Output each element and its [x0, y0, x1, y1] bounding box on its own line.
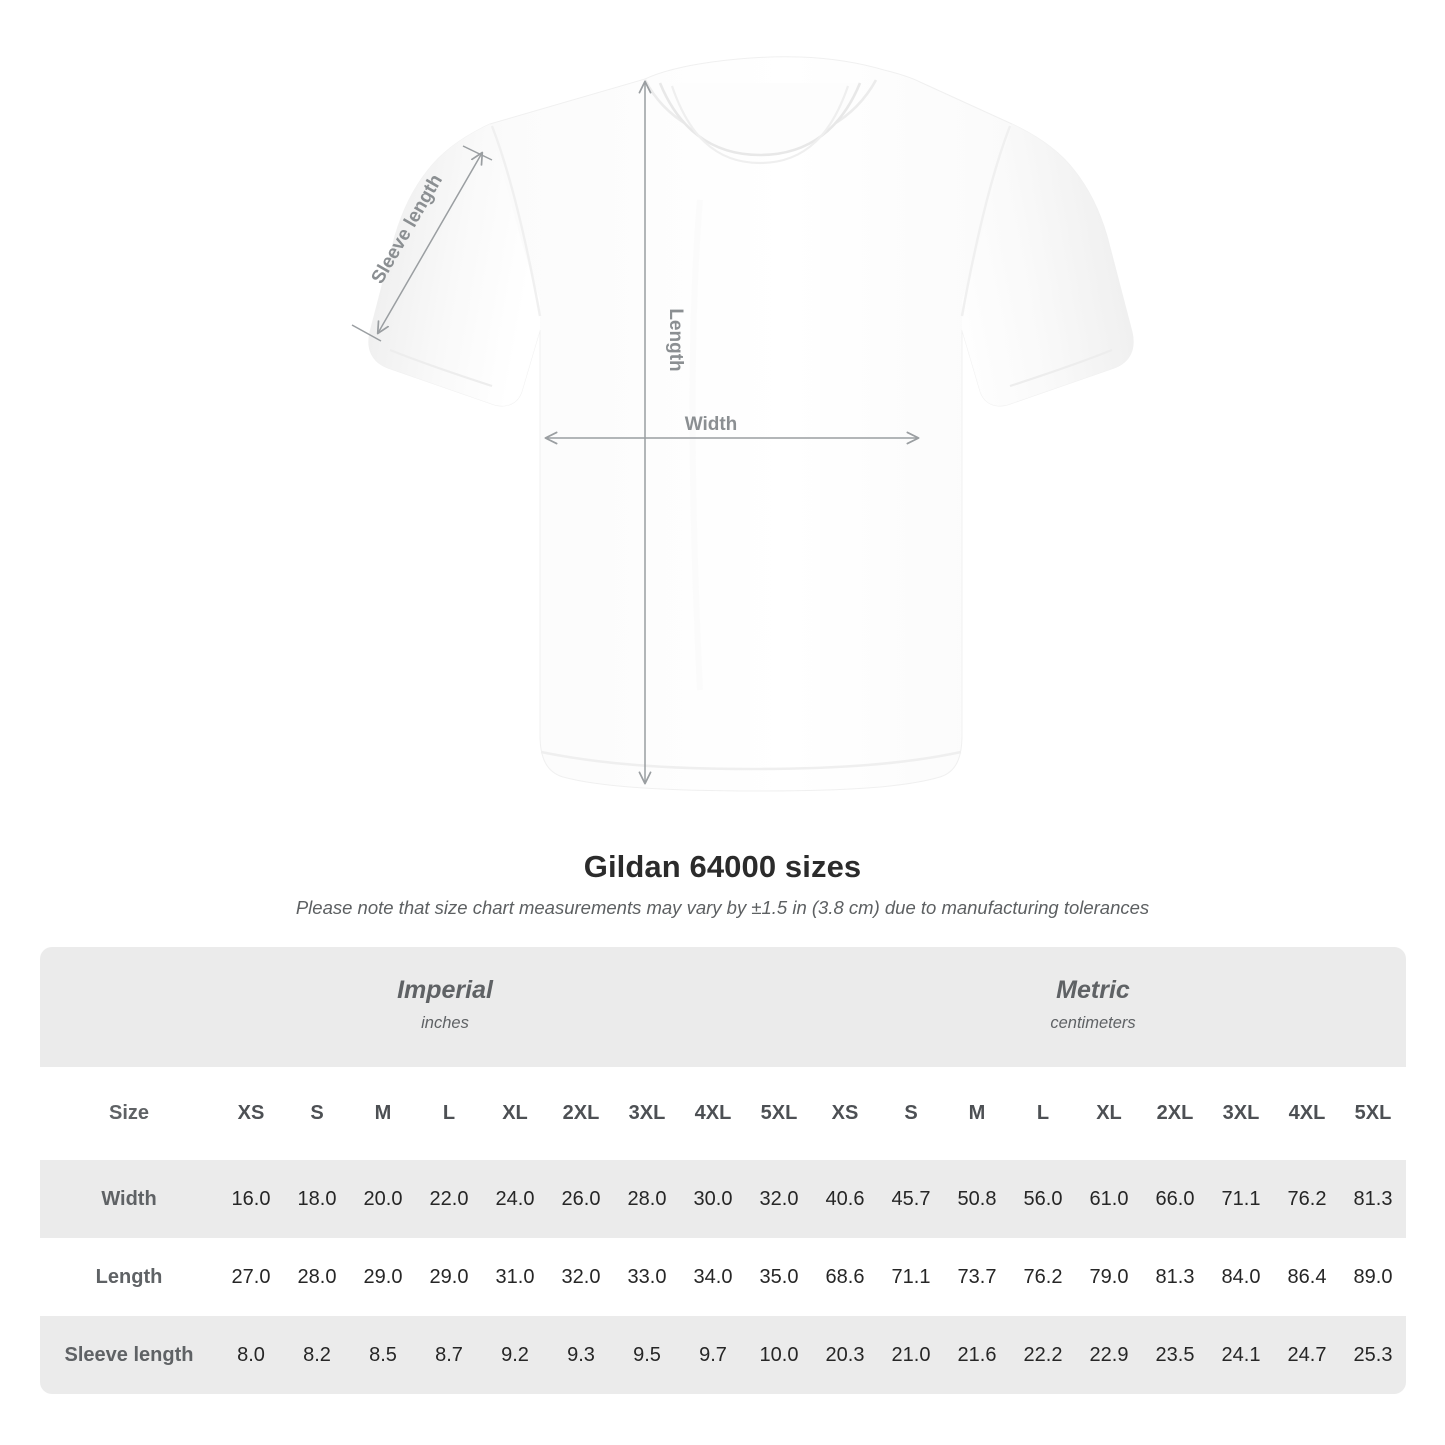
cell-length-imperial-xl: 31.0 — [482, 1238, 548, 1316]
row-label-length: Length — [40, 1238, 218, 1316]
row-label-width: Width — [40, 1160, 218, 1238]
cell-sleeve-imperial-5xl: 10.0 — [746, 1316, 812, 1394]
cell-sleeve-imperial-3xl: 9.5 — [614, 1316, 680, 1394]
cell-sleeve-metric-2xl: 23.5 — [1142, 1316, 1208, 1394]
cell-width-metric-3xl: 71.1 — [1208, 1160, 1274, 1238]
tshirt-diagram: Length Width Sleeve length — [351, 56, 1134, 792]
cell-length-metric-s: 71.1 — [878, 1238, 944, 1316]
col-header-imperial-5xl: 5XL — [746, 1067, 812, 1160]
col-header-imperial-2xl: 2XL — [548, 1067, 614, 1160]
cell-sleeve-metric-s: 21.0 — [878, 1316, 944, 1394]
row-label-sleeve-length: Sleeve length — [40, 1316, 218, 1394]
cell-sleeve-imperial-2xl: 9.3 — [548, 1316, 614, 1394]
table-row: Sleeve length 8.0 8.2 8.5 8.7 9.2 9.3 9.… — [40, 1316, 1406, 1394]
unit-group-metric: Metric centimeters — [963, 976, 1223, 1033]
cell-length-imperial-m: 29.0 — [350, 1238, 416, 1316]
col-header-imperial-l: L — [416, 1067, 482, 1160]
cell-width-metric-4xl: 76.2 — [1274, 1160, 1340, 1238]
cell-sleeve-imperial-l: 8.7 — [416, 1316, 482, 1394]
col-header-imperial-xl: XL — [482, 1067, 548, 1160]
cell-width-imperial-xl: 24.0 — [482, 1160, 548, 1238]
cell-width-imperial-xs: 16.0 — [218, 1160, 284, 1238]
page-title: Gildan 64000 sizes — [583, 849, 862, 884]
col-header-metric-xl: XL — [1076, 1067, 1142, 1160]
cell-length-metric-xl: 79.0 — [1076, 1238, 1142, 1316]
cell-width-imperial-5xl: 32.0 — [746, 1160, 812, 1238]
cell-sleeve-metric-l: 22.2 — [1010, 1316, 1076, 1394]
cell-length-imperial-4xl: 34.0 — [680, 1238, 746, 1316]
cell-length-imperial-s: 28.0 — [284, 1238, 350, 1316]
cell-length-metric-l: 76.2 — [1010, 1238, 1076, 1316]
tolerance-note: Please note that size chart measurements… — [295, 897, 1150, 918]
cell-length-imperial-l: 29.0 — [416, 1238, 482, 1316]
size-chart-table: Imperial inches Metric centimeters Size — [40, 947, 1406, 1394]
unit-system-band: Imperial inches Metric centimeters — [40, 947, 1406, 1067]
cell-width-metric-s: 45.7 — [878, 1160, 944, 1238]
cell-width-imperial-s: 18.0 — [284, 1160, 350, 1238]
cell-sleeve-metric-xs: 20.3 — [812, 1316, 878, 1394]
table-row: Length 27.0 28.0 29.0 29.0 31.0 32.0 33.… — [40, 1238, 1406, 1316]
cell-sleeve-metric-5xl: 25.3 — [1340, 1316, 1406, 1394]
row-header-size: Size — [40, 1067, 218, 1160]
cell-length-imperial-xs: 27.0 — [218, 1238, 284, 1316]
cell-sleeve-imperial-xl: 9.2 — [482, 1316, 548, 1394]
col-header-metric-3xl: 3XL — [1208, 1067, 1274, 1160]
unit-name-imperial: Imperial — [397, 976, 493, 1004]
cell-length-imperial-3xl: 33.0 — [614, 1238, 680, 1316]
cell-length-metric-4xl: 86.4 — [1274, 1238, 1340, 1316]
cell-width-imperial-l: 22.0 — [416, 1160, 482, 1238]
unit-sub-imperial: inches — [421, 1013, 469, 1032]
cell-width-metric-5xl: 81.3 — [1340, 1160, 1406, 1238]
col-header-metric-m: M — [944, 1067, 1010, 1160]
width-measurement: Width — [546, 414, 918, 438]
cell-sleeve-imperial-s: 8.2 — [284, 1316, 350, 1394]
cell-width-imperial-4xl: 30.0 — [680, 1160, 746, 1238]
cell-length-metric-3xl: 84.0 — [1208, 1238, 1274, 1316]
cell-width-metric-xs: 40.6 — [812, 1160, 878, 1238]
cell-sleeve-metric-4xl: 24.7 — [1274, 1316, 1340, 1394]
unit-name-metric: Metric — [1056, 976, 1130, 1004]
col-header-metric-l: L — [1010, 1067, 1076, 1160]
cell-sleeve-imperial-xs: 8.0 — [218, 1316, 284, 1394]
cell-length-metric-xs: 68.6 — [812, 1238, 878, 1316]
shirt-silhouette — [368, 56, 1134, 792]
tshirt-illustration: Length Width Sleeve length — [351, 56, 1134, 792]
cell-width-imperial-3xl: 28.0 — [614, 1160, 680, 1238]
length-label: Length — [665, 308, 686, 371]
col-header-imperial-m: M — [350, 1067, 416, 1160]
cell-length-metric-5xl: 89.0 — [1340, 1238, 1406, 1316]
width-label: Width — [685, 414, 738, 435]
cell-width-metric-m: 50.8 — [944, 1160, 1010, 1238]
cell-sleeve-imperial-m: 8.5 — [350, 1316, 416, 1394]
measurements-table: Size XS S M L XL 2XL 3XL 4XL 5XL XS S M … — [40, 1067, 1406, 1394]
col-header-metric-4xl: 4XL — [1274, 1067, 1340, 1160]
cell-width-metric-2xl: 66.0 — [1142, 1160, 1208, 1238]
cell-width-metric-l: 56.0 — [1010, 1160, 1076, 1238]
cell-sleeve-metric-3xl: 24.1 — [1208, 1316, 1274, 1394]
table-header-row: Size XS S M L XL 2XL 3XL 4XL 5XL XS S M … — [40, 1067, 1406, 1160]
cell-length-imperial-5xl: 35.0 — [746, 1238, 812, 1316]
col-header-metric-5xl: 5XL — [1340, 1067, 1406, 1160]
cell-sleeve-metric-xl: 22.9 — [1076, 1316, 1142, 1394]
cell-sleeve-metric-m: 21.6 — [944, 1316, 1010, 1394]
table-row: Width 16.0 18.0 20.0 22.0 24.0 26.0 28.0… — [40, 1160, 1406, 1238]
cell-length-metric-2xl: 81.3 — [1142, 1238, 1208, 1316]
unit-group-imperial: Imperial inches — [315, 976, 575, 1033]
unit-sub-metric: centimeters — [1050, 1013, 1136, 1032]
cell-sleeve-imperial-4xl: 9.7 — [680, 1316, 746, 1394]
col-header-imperial-xs: XS — [218, 1067, 284, 1160]
col-header-imperial-s: S — [284, 1067, 350, 1160]
col-header-imperial-3xl: 3XL — [614, 1067, 680, 1160]
cell-length-imperial-2xl: 32.0 — [548, 1238, 614, 1316]
cell-length-metric-m: 73.7 — [944, 1238, 1010, 1316]
col-header-imperial-4xl: 4XL — [680, 1067, 746, 1160]
col-header-metric-xs: XS — [812, 1067, 878, 1160]
cell-width-imperial-2xl: 26.0 — [548, 1160, 614, 1238]
col-header-metric-s: S — [878, 1067, 944, 1160]
cell-width-metric-xl: 61.0 — [1076, 1160, 1142, 1238]
col-header-metric-2xl: 2XL — [1142, 1067, 1208, 1160]
cell-width-imperial-m: 20.0 — [350, 1160, 416, 1238]
